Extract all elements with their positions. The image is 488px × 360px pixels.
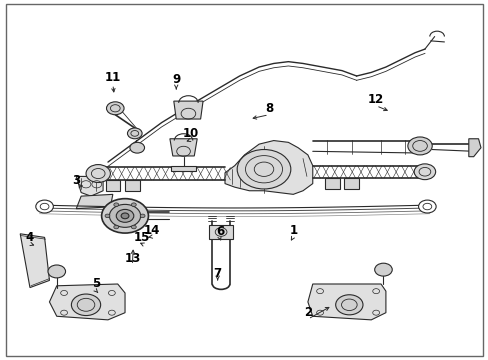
Circle shape: [105, 214, 110, 218]
Text: 2: 2: [303, 306, 311, 319]
Circle shape: [71, 294, 101, 316]
Polygon shape: [125, 180, 140, 191]
Polygon shape: [76, 194, 113, 209]
Polygon shape: [344, 178, 358, 189]
Circle shape: [121, 213, 129, 219]
Polygon shape: [224, 140, 312, 194]
Text: 4: 4: [26, 231, 34, 244]
Circle shape: [116, 210, 134, 222]
Polygon shape: [169, 139, 197, 156]
Text: 11: 11: [104, 71, 121, 84]
Text: 14: 14: [143, 224, 160, 237]
Circle shape: [407, 137, 431, 155]
Text: 5: 5: [91, 278, 100, 291]
Text: 6: 6: [216, 225, 224, 238]
Polygon shape: [208, 225, 233, 239]
Circle shape: [106, 102, 124, 115]
Text: 8: 8: [264, 102, 272, 115]
Text: 9: 9: [172, 73, 180, 86]
Polygon shape: [76, 176, 103, 196]
Polygon shape: [20, 234, 49, 288]
Circle shape: [86, 165, 110, 183]
Circle shape: [413, 164, 435, 180]
Circle shape: [140, 214, 145, 218]
Text: 12: 12: [367, 93, 384, 106]
Polygon shape: [307, 284, 385, 320]
Circle shape: [48, 265, 65, 278]
Polygon shape: [468, 139, 480, 157]
Circle shape: [130, 142, 144, 153]
Circle shape: [237, 149, 290, 189]
Polygon shape: [49, 284, 125, 320]
Text: 13: 13: [124, 252, 140, 265]
Circle shape: [131, 203, 136, 207]
Polygon shape: [325, 178, 339, 189]
Text: 1: 1: [288, 224, 297, 237]
Circle shape: [131, 225, 136, 229]
Circle shape: [418, 200, 435, 213]
Polygon shape: [105, 180, 120, 191]
Circle shape: [335, 295, 362, 315]
Text: 3: 3: [72, 174, 80, 186]
Circle shape: [114, 225, 119, 229]
Circle shape: [36, 200, 53, 213]
Circle shape: [374, 263, 391, 276]
Text: 10: 10: [183, 127, 199, 140]
Circle shape: [102, 199, 148, 233]
Text: 7: 7: [213, 267, 221, 280]
Circle shape: [109, 204, 141, 227]
Polygon shape: [173, 101, 203, 119]
Polygon shape: [171, 166, 195, 171]
Circle shape: [127, 128, 142, 139]
Circle shape: [114, 203, 119, 207]
Text: 15: 15: [134, 231, 150, 244]
